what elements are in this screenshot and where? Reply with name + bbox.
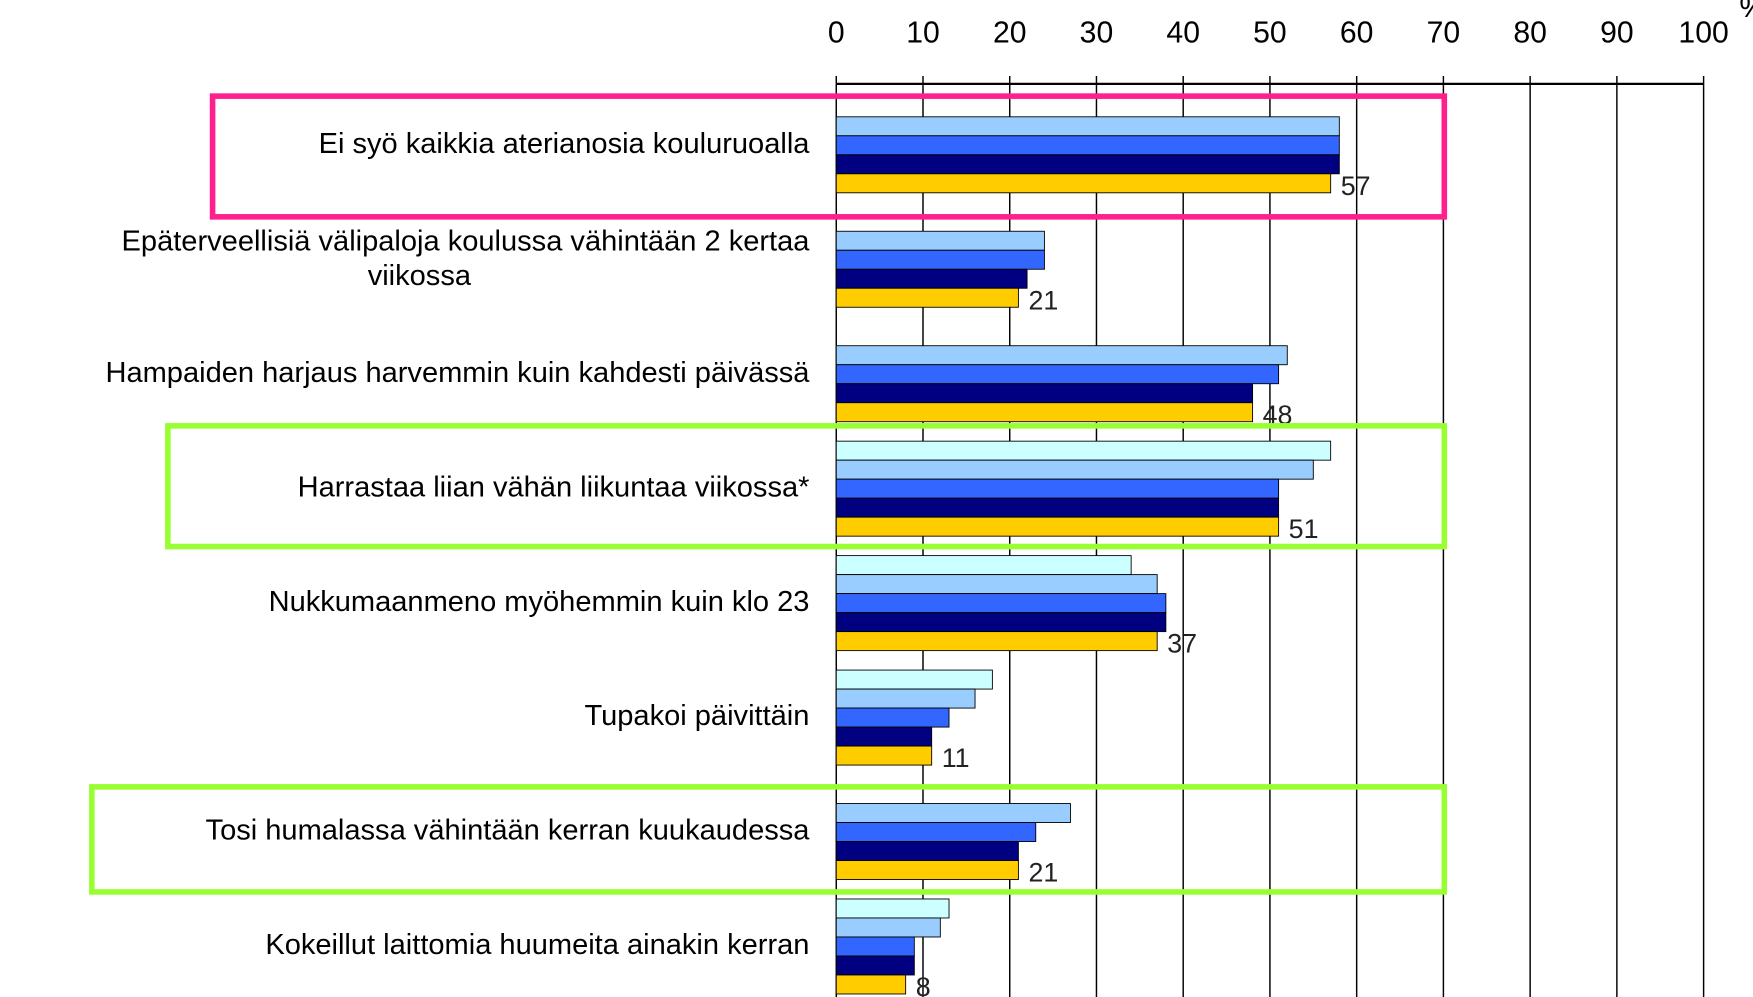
bar xyxy=(835,116,1340,137)
highlight-box xyxy=(209,93,1448,220)
value-label: 21 xyxy=(1028,858,1058,888)
bar xyxy=(835,497,1280,518)
category-label: Tupakoi päivittäin xyxy=(584,700,809,732)
value-label: 8 xyxy=(916,972,931,997)
bar xyxy=(835,822,1037,842)
category-label: Harrastaa liian vähän liikuntaa viikossa… xyxy=(298,471,810,503)
category-label: Nukkumaanmeno myöhemmin kuin klo 23 xyxy=(269,586,810,618)
bar xyxy=(835,154,1340,175)
category-label: Ei syö kaikkia aterianosia kouluruoalla xyxy=(319,128,811,160)
x-tick-label: 10 xyxy=(906,17,940,50)
bar xyxy=(835,383,1254,404)
bar xyxy=(835,669,993,690)
bar xyxy=(835,745,933,766)
bar xyxy=(835,268,1028,289)
bar xyxy=(835,402,1254,423)
bar xyxy=(835,478,1280,499)
bar xyxy=(835,898,950,919)
bar xyxy=(835,612,1167,633)
highlight-box xyxy=(89,784,1448,895)
bar xyxy=(835,974,907,995)
x-axis-label: % xyxy=(1739,0,1753,24)
bar xyxy=(835,459,1314,480)
bar xyxy=(835,860,1019,880)
value-label: 51 xyxy=(1289,514,1319,544)
x-tick-label: 60 xyxy=(1340,17,1374,50)
highlight-box xyxy=(165,423,1448,550)
bar xyxy=(835,287,1019,308)
bar xyxy=(835,631,1158,652)
bar xyxy=(835,135,1340,156)
bar xyxy=(835,440,1332,461)
value-label: 37 xyxy=(1167,629,1197,659)
category-label: Hampaiden harjaus harvemmin kuin kahdest… xyxy=(105,357,810,389)
bar xyxy=(835,230,1045,251)
x-tick-label: 100 xyxy=(1678,17,1728,50)
bar xyxy=(835,364,1280,385)
bar xyxy=(835,841,1019,861)
x-tick-label: 30 xyxy=(1080,17,1114,50)
bar xyxy=(835,574,1158,595)
bar xyxy=(835,917,941,938)
value-label: 21 xyxy=(1028,285,1058,315)
category-label: Kokeillut laittomia huumeita ainakin ker… xyxy=(265,929,809,961)
bar xyxy=(835,516,1280,537)
x-tick-label: 50 xyxy=(1253,17,1287,50)
bar xyxy=(835,345,1288,366)
bar xyxy=(835,803,1071,823)
bar xyxy=(835,707,950,728)
bar xyxy=(835,726,933,747)
bar xyxy=(835,688,976,709)
x-tick-label: 20 xyxy=(993,17,1027,50)
bar xyxy=(835,249,1045,270)
x-tick-label: 80 xyxy=(1513,17,1547,50)
bar xyxy=(835,593,1167,614)
x-tick-label: 70 xyxy=(1427,17,1461,50)
bar xyxy=(835,173,1332,194)
bar xyxy=(835,555,1132,576)
x-tick-label: 90 xyxy=(1600,17,1634,50)
x-tick-label: 40 xyxy=(1166,17,1200,50)
category-label: Tosi humalassa vähintään kerran kuukaude… xyxy=(206,815,811,847)
highlights xyxy=(89,93,1448,895)
value-label: 11 xyxy=(942,743,970,773)
value-label: 57 xyxy=(1341,171,1371,201)
x-tick-label: 0 xyxy=(828,17,845,50)
bar xyxy=(835,955,915,976)
category-label: Epäterveellisiä välipaloja koulussa vähi… xyxy=(122,225,811,292)
bar xyxy=(835,936,915,957)
